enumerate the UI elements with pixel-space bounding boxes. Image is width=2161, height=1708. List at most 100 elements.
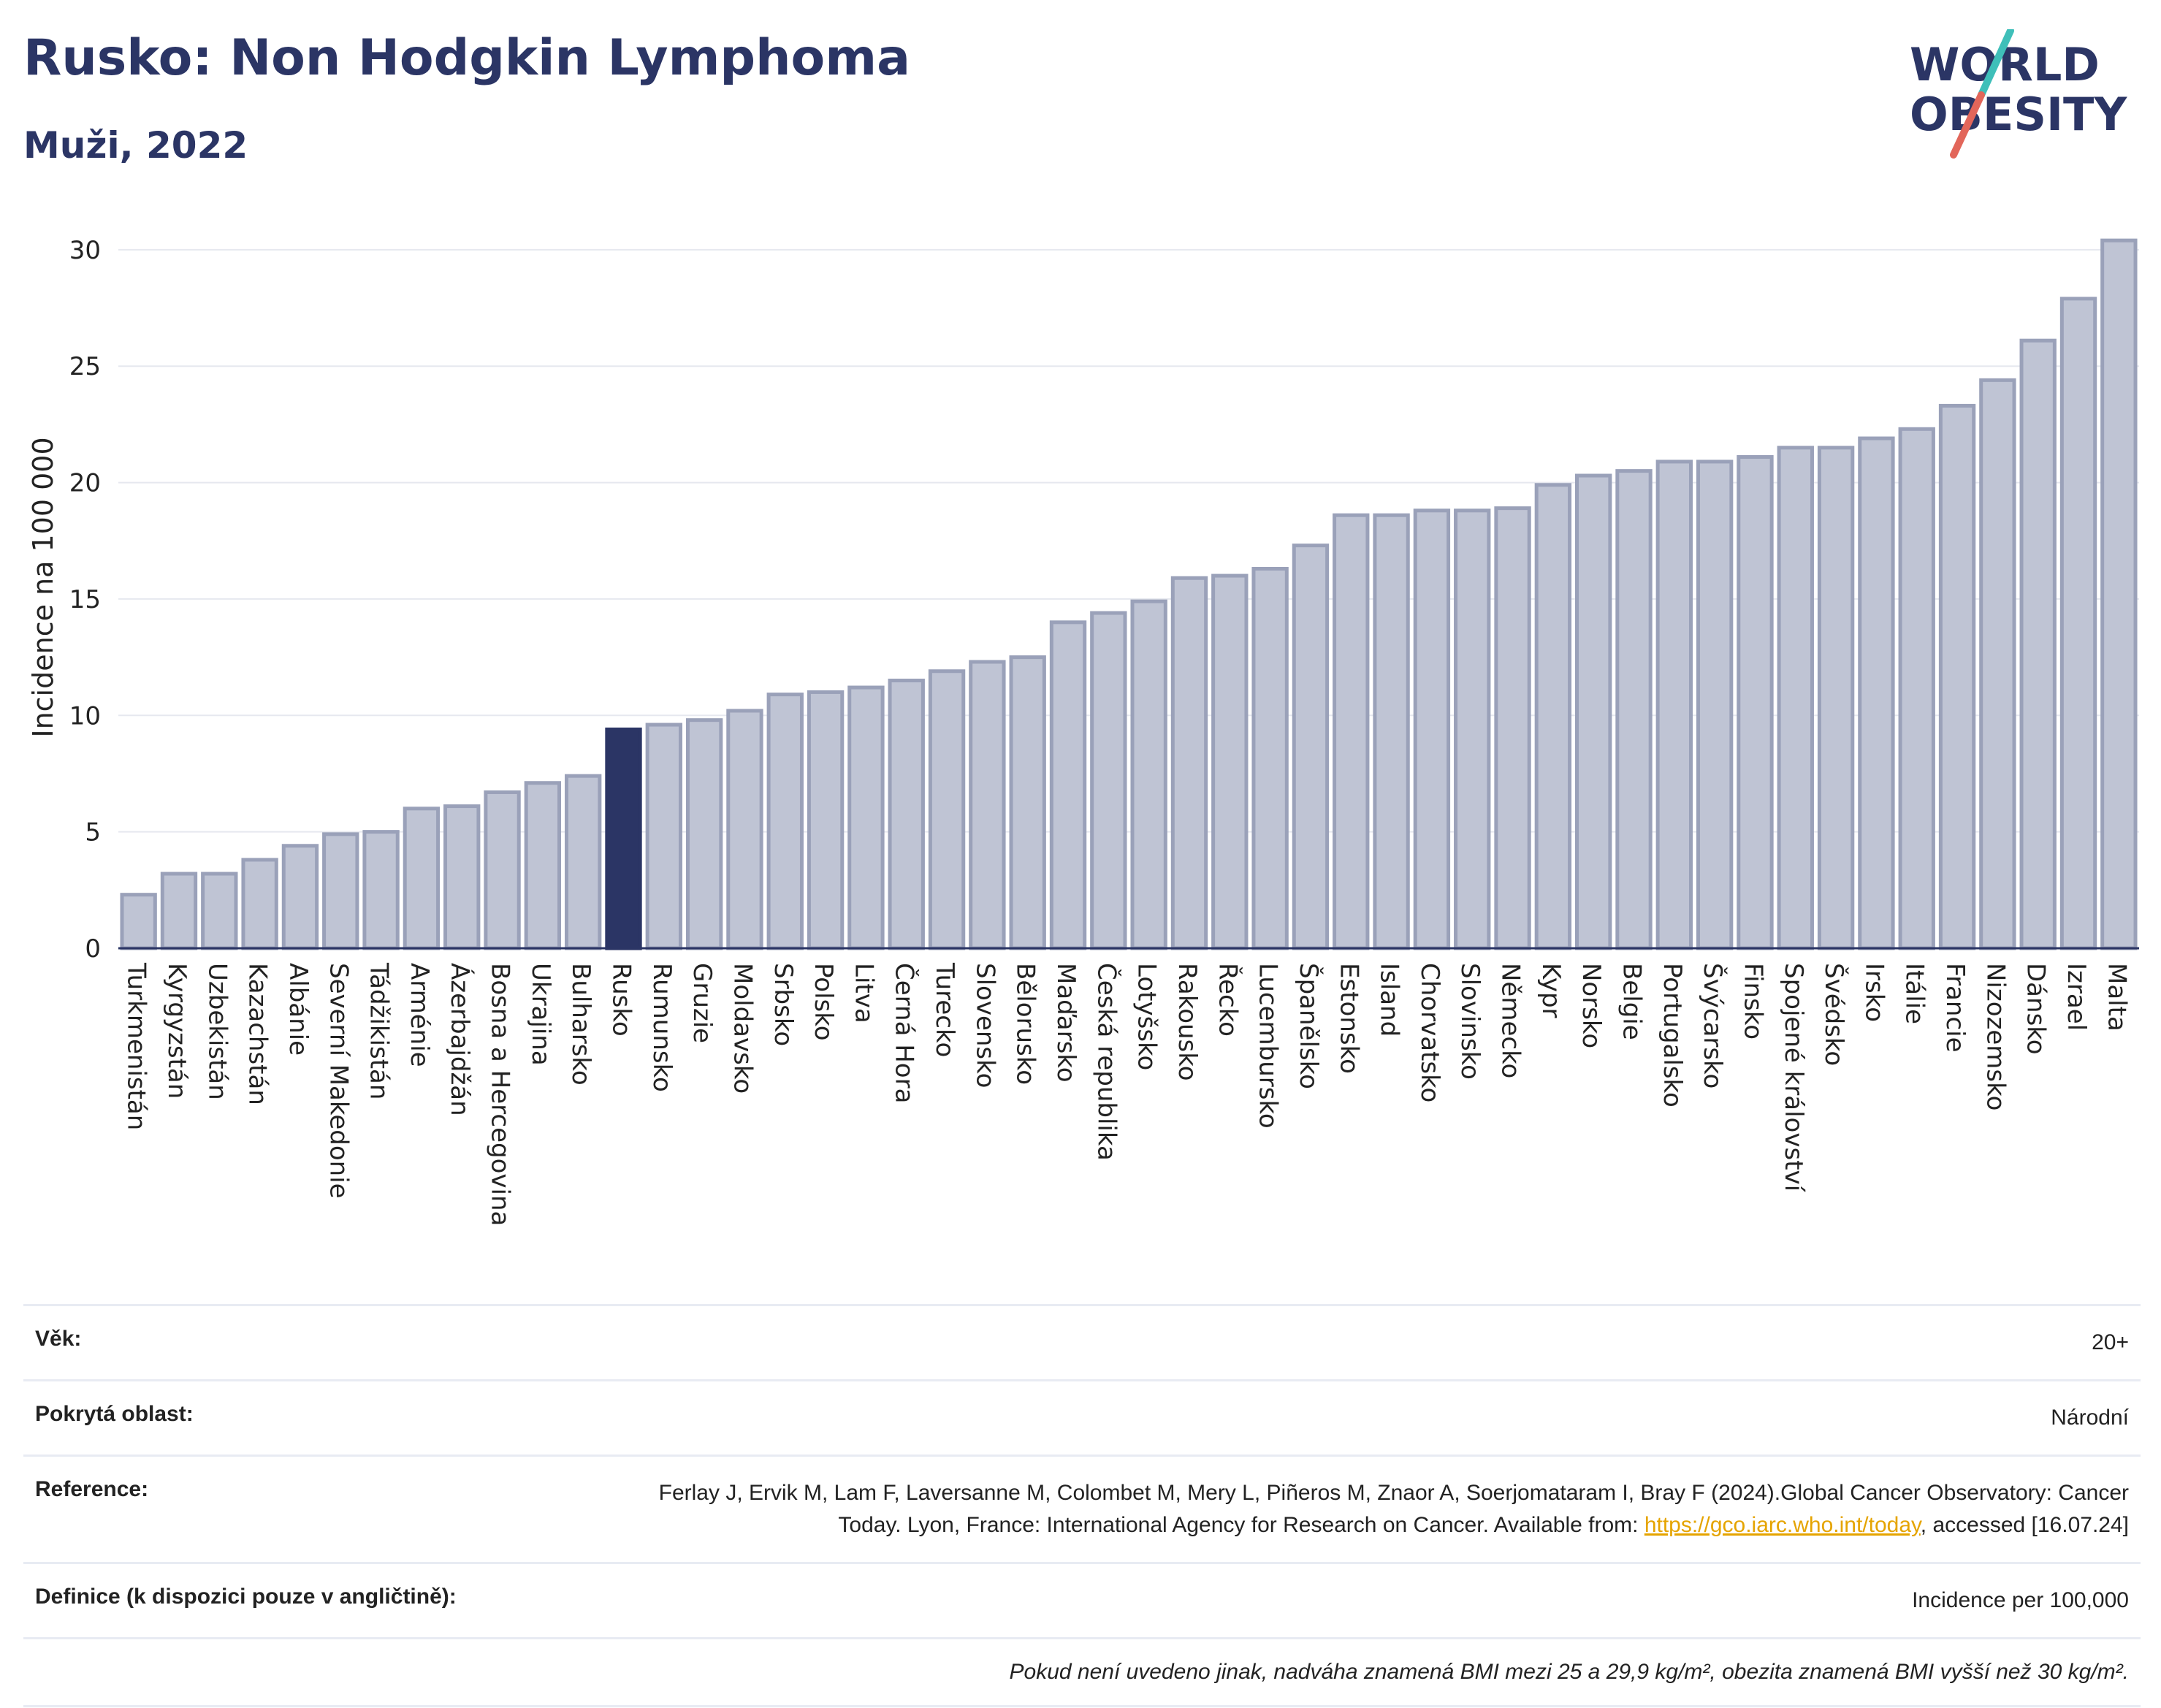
bar-Maďarsko[interactable] xyxy=(1049,620,1087,950)
bar-Nizozemsko[interactable] xyxy=(1979,378,2016,950)
x-tick-label: Německo xyxy=(1496,963,1525,1078)
bar-Turecko[interactable] xyxy=(928,669,966,950)
bar-Rakousko[interactable] xyxy=(1170,576,1208,950)
x-tick-label: Švýcarsko xyxy=(1698,963,1728,1089)
info-row-age: Věk: 20+ xyxy=(23,1304,2141,1379)
bar-Kazachstán[interactable] xyxy=(241,858,278,950)
bar-Belgie[interactable] xyxy=(1615,469,1653,950)
definition-label: Definice (k dispozici pouze v angličtině… xyxy=(35,1585,457,1609)
bar-Estonsko[interactable] xyxy=(1333,513,1370,950)
reference-link[interactable]: https://gco.iarc.who.int/today xyxy=(1644,1513,1921,1537)
info-row-reference: Reference: Ferlay J, Ervik M, Lam F, Lav… xyxy=(23,1455,2141,1562)
bar-Uzbekistán[interactable] xyxy=(201,872,238,950)
bar-Island[interactable] xyxy=(1373,513,1410,950)
x-tick-label: Černá Hora xyxy=(890,963,920,1103)
x-tick-label: Ukrajina xyxy=(526,963,555,1066)
bar-Arménie[interactable] xyxy=(403,807,441,950)
bar-Francie[interactable] xyxy=(1938,403,1976,950)
x-tick-label: Bosna a Hercegovina xyxy=(486,963,515,1226)
x-tick-label: Irsko xyxy=(1859,963,1889,1022)
page-subtitle: Muži, 2022 xyxy=(23,124,248,167)
bar-Dánsko[interactable] xyxy=(2019,338,2057,950)
bar-Finsko[interactable] xyxy=(1737,455,1774,950)
bar-Bělorusko[interactable] xyxy=(1009,655,1046,950)
bar-Rumunsko[interactable] xyxy=(645,723,683,950)
bar-Albánie[interactable] xyxy=(281,844,319,950)
bar-Česká republika[interactable] xyxy=(1090,611,1127,950)
x-tick-label: Finsko xyxy=(1738,963,1767,1040)
bar-Rusko[interactable] xyxy=(605,727,642,950)
bar-Ukrajina[interactable] xyxy=(524,781,562,950)
x-tick-label: Moldavsko xyxy=(728,963,757,1094)
bar-Španělsko[interactable] xyxy=(1292,544,1330,950)
x-tick-label: Estonsko xyxy=(1334,963,1363,1074)
bar-Slovinsko[interactable] xyxy=(1454,508,1491,950)
x-tick-label: Ázerbajdžán xyxy=(445,963,475,1116)
bar-Spojené království[interactable] xyxy=(1777,446,1814,950)
bar-Černá Hora[interactable] xyxy=(888,678,925,950)
x-tick-label: Rakousko xyxy=(1173,963,1202,1081)
logo-slash-teal xyxy=(1978,29,2014,99)
bar-Bulharsko[interactable] xyxy=(564,774,602,950)
page-title: Rusko: Non Hodgkin Lymphoma xyxy=(23,29,910,87)
x-tick-label: Francie xyxy=(1940,963,1970,1053)
bar-Lucembursko[interactable] xyxy=(1251,567,1289,950)
x-tick-label: Lucembursko xyxy=(1254,963,1283,1129)
y-tick-label: 30 xyxy=(69,236,101,265)
bar-Ázerbajdžán[interactable] xyxy=(443,804,481,950)
y-axis-ticks: 0 5 10 15 20 25 30 xyxy=(69,236,101,964)
bar-Kypr[interactable] xyxy=(1534,483,1572,950)
x-tick-label: Tádžikistán xyxy=(365,962,394,1099)
bar-Kyrgyzstán[interactable] xyxy=(160,872,198,950)
bar-Řecko[interactable] xyxy=(1211,573,1249,950)
y-tick-label: 25 xyxy=(69,352,101,381)
bar-Irsko[interactable] xyxy=(1858,436,1895,950)
reference-suffix: , accessed [16.07.24] xyxy=(1920,1513,2129,1537)
x-tick-label: Rumunsko xyxy=(647,963,676,1092)
bar-Itálie[interactable] xyxy=(1898,427,1935,950)
x-tick-label: Litva xyxy=(849,963,878,1023)
x-tick-label: Arménie xyxy=(405,963,434,1067)
bar-Bosna a Hercegovina[interactable] xyxy=(484,790,521,950)
bar-Litva[interactable] xyxy=(847,685,885,950)
bar-Chorvatsko[interactable] xyxy=(1413,508,1451,950)
bar-Švédsko[interactable] xyxy=(1817,446,1855,950)
x-tick-label: Česká republika xyxy=(1091,963,1121,1161)
x-tick-label: Dánsko xyxy=(2021,963,2051,1055)
x-tick-label: Turkmenistán xyxy=(122,962,151,1130)
y-axis-label: Incidence na 100 000 xyxy=(27,437,59,737)
x-tick-label: Chorvatsko xyxy=(1415,963,1444,1102)
bar-chart: 0 5 10 15 20 25 30 Turkmenistán Kyrgyzstán Uzbek… xyxy=(27,236,2139,1226)
area-label: Pokrytá oblast: xyxy=(35,1402,194,1426)
bar-Slovensko[interactable] xyxy=(969,660,1006,950)
bar-Severní Makedonie[interactable] xyxy=(322,832,359,950)
reference-text: Ferlay J, Ervik M, Lam F, Laversanne M, … xyxy=(658,1481,2129,1537)
bar-Turkmenistán[interactable] xyxy=(120,893,157,950)
bar-Norsko[interactable] xyxy=(1574,473,1612,950)
bar-Izrael[interactable] xyxy=(2059,297,2097,950)
bar-Tádžikistán[interactable] xyxy=(362,830,400,950)
bar-Lotyšsko[interactable] xyxy=(1130,599,1167,950)
x-tick-label: Itálie xyxy=(1900,963,1929,1024)
bar-Gruzie[interactable] xyxy=(685,718,723,950)
bar-Malta[interactable] xyxy=(2100,238,2138,950)
x-tick-label: Spojené království xyxy=(1779,963,1808,1193)
bar-Švýcarsko[interactable] xyxy=(1696,460,1734,950)
bar-Portugalsko[interactable] xyxy=(1655,460,1693,950)
chart-bars xyxy=(120,238,2138,950)
x-tick-label: Izrael xyxy=(2062,963,2091,1031)
info-row-area: Pokrytá oblast: Národní xyxy=(23,1379,2141,1455)
x-tick-label: Kazachstán xyxy=(243,963,272,1105)
info-row-note: Pokud není uvedeno jinak, nadváha znamen… xyxy=(23,1637,2141,1707)
x-tick-label: Kypr xyxy=(1536,963,1566,1018)
bar-Německo[interactable] xyxy=(1494,506,1531,950)
bar-Srbsko[interactable] xyxy=(766,693,804,950)
x-tick-label: Nizozemsko xyxy=(1981,963,2010,1110)
x-tick-label: Slovensko xyxy=(970,963,999,1088)
y-tick-label: 0 xyxy=(85,934,101,964)
y-tick-label: 5 xyxy=(85,818,101,847)
bar-Polsko[interactable] xyxy=(807,690,845,950)
bar-Moldavsko[interactable] xyxy=(726,709,763,950)
logo-line2: OBESITY xyxy=(1910,88,2127,141)
x-tick-label: Belgie xyxy=(1617,963,1647,1040)
